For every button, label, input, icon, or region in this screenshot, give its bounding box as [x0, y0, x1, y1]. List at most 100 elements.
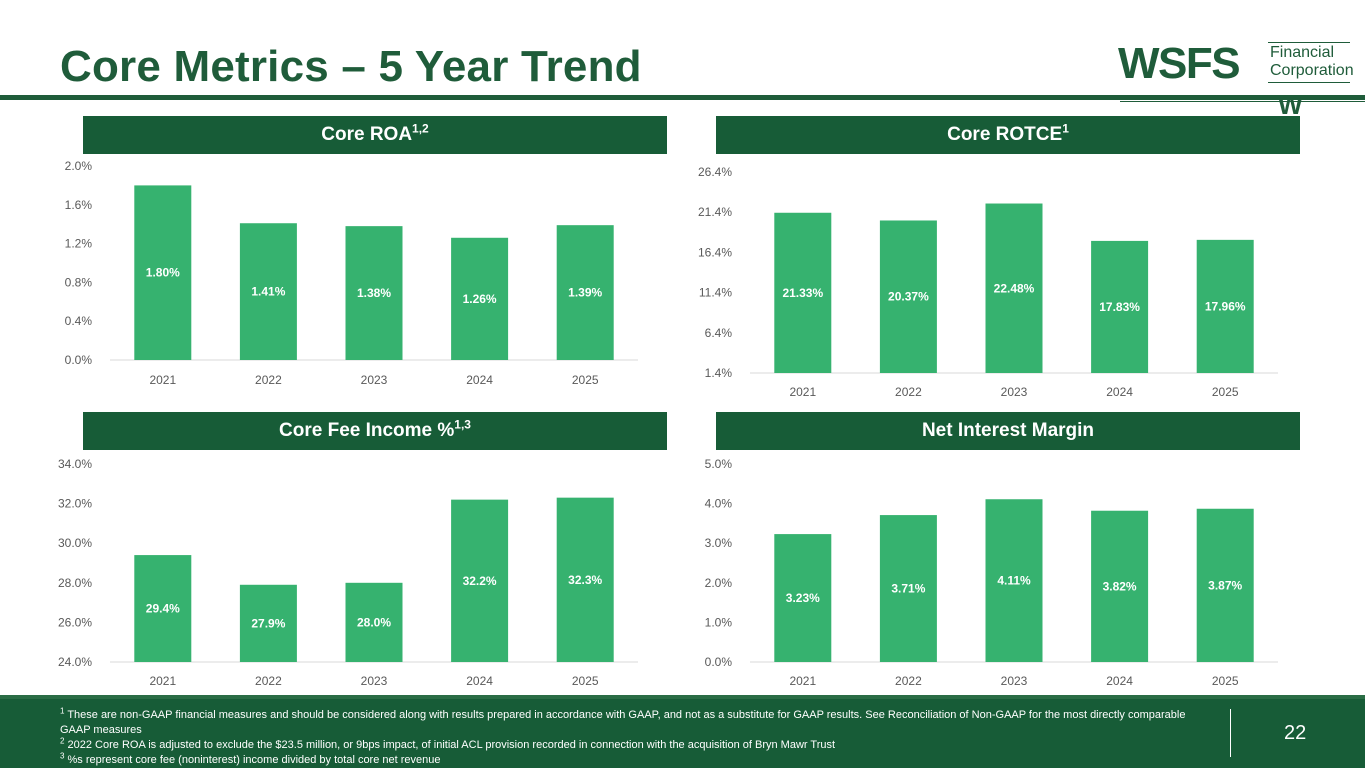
x-tick-label: 2022 [895, 385, 922, 399]
logo-text-line1: Financial [1270, 44, 1335, 61]
data-label: 1.39% [568, 286, 602, 300]
page-number: 22 [1284, 722, 1307, 744]
bar-2024 [1091, 240, 1149, 373]
footnote-text: %s represent core fee (noninterest) inco… [67, 754, 441, 766]
data-label: 4.11% [997, 574, 1031, 588]
y-tick-label: 32.0% [58, 497, 92, 511]
logo-text: Financial Corporation [1270, 44, 1354, 80]
logo-text-line2: Corporation [1270, 62, 1354, 79]
data-label: 21.33% [782, 286, 823, 300]
y-tick-label: 0.4% [65, 314, 93, 328]
y-tick-label: 34.0% [58, 457, 92, 471]
data-label: 1.41% [251, 285, 285, 299]
bar-2022 [879, 515, 937, 662]
x-tick-label: 2024 [1106, 385, 1133, 399]
x-tick-label: 2021 [789, 385, 816, 399]
panel-footnote-ref: 1,2 [412, 121, 429, 136]
bar-2023 [985, 203, 1043, 373]
footer-stripe [0, 695, 1365, 699]
x-tick-label: 2024 [1106, 674, 1133, 688]
page-title: Core Metrics – 5 Year Trend [60, 42, 642, 91]
footnote-text: These are non-GAAP financial measures an… [60, 709, 1186, 736]
bar-2022 [239, 223, 297, 360]
footnote-mark: 3 [60, 751, 65, 761]
x-tick-label: 2023 [361, 373, 388, 387]
x-tick-label: 2021 [149, 373, 176, 387]
y-tick-label: 0.8% [65, 275, 93, 289]
y-tick-label: 3.0% [705, 536, 733, 550]
x-tick-label: 2023 [1001, 385, 1028, 399]
data-label: 17.96% [1205, 299, 1246, 313]
y-tick-label: 1.0% [705, 615, 733, 629]
bar-2023 [345, 582, 403, 662]
footer-bar [0, 695, 1365, 768]
y-tick-label: 26.0% [58, 615, 92, 629]
core-rotce-chart: 1.4% 6.4% 11.4% 16.4% 21.4% 26.4% 21.33% 2021 20… [698, 165, 1278, 399]
bar-2024 [451, 499, 509, 662]
x-tick-label: 2023 [361, 674, 388, 688]
net-interest-margin-chart: 0.0% 1.0% 2.0% 3.0% 4.0% 5.0% 3.23% 2021 3.71% 20… [705, 457, 1278, 688]
data-label: 32.3% [568, 573, 602, 587]
x-tick-label: 2025 [1212, 674, 1239, 688]
panel-header-core-rotce: Core ROTCE1 [716, 116, 1300, 154]
panel-title: Core Fee Income % [279, 420, 455, 441]
footer-divider [1230, 709, 1231, 757]
bar-2021 [774, 212, 832, 373]
y-tick-label: 5.0% [705, 457, 733, 471]
y-tick-label: 21.4% [698, 205, 732, 219]
data-label: 1.38% [357, 286, 391, 300]
data-label: 1.26% [463, 292, 497, 306]
panel-title: Core ROTCE [947, 124, 1063, 145]
footnote-3: 3 %s represent core fee (noninterest) in… [60, 751, 1210, 768]
logo-rule-top [1268, 42, 1350, 43]
bar-2025 [1196, 508, 1254, 662]
y-tick-label: 30.0% [58, 536, 92, 550]
panel-header-core-roa: Core ROA1,2 [83, 116, 667, 154]
logo-rule-bottom [1268, 82, 1350, 83]
y-tick-label: 0.0% [65, 353, 93, 367]
y-tick-label: 1.6% [65, 198, 93, 212]
bar-2022 [879, 220, 937, 373]
data-label: 17.83% [1099, 300, 1140, 314]
y-tick-label: 16.4% [698, 245, 732, 259]
x-tick-label: 2024 [466, 373, 493, 387]
bar-2021 [134, 185, 192, 360]
data-label: 29.4% [146, 602, 180, 616]
x-tick-label: 2022 [255, 373, 282, 387]
bar-2024 [451, 237, 509, 360]
bar-2025 [556, 225, 614, 360]
panel-header-net-interest-margin: Net Interest Margin [716, 412, 1300, 450]
bar-2021 [134, 555, 192, 662]
y-tick-label: 2.0% [705, 576, 733, 590]
y-tick-label: 1.2% [65, 237, 93, 251]
bar-2022 [239, 584, 297, 662]
panel-header-core-fee-income: Core Fee Income %1,3 [83, 412, 667, 450]
y-tick-label: 6.4% [705, 326, 733, 340]
bar-2025 [1196, 239, 1254, 373]
core-roa-chart: 0.0% 0.4% 0.8% 1.2% 1.6% 2.0% 1.80% 2021 1.41% 20… [65, 159, 638, 387]
bar-2023 [345, 226, 403, 360]
core-fee-income-chart: 24.0% 26.0% 28.0% 30.0% 32.0% 34.0% 29.4% 2021 2… [58, 457, 638, 688]
y-tick-label: 24.0% [58, 655, 92, 669]
data-label: 3.87% [1208, 578, 1242, 592]
y-tick-label: 1.4% [705, 366, 733, 380]
footnote-text: 2022 Core ROA is adjusted to exclude the… [67, 739, 836, 751]
data-label: 28.0% [357, 615, 391, 629]
x-tick-label: 2024 [466, 674, 493, 688]
y-tick-label: 4.0% [705, 497, 733, 511]
panel-footnote-ref: 1,3 [454, 417, 471, 432]
company-logo: WSFS Financial Corporation W [1118, 40, 1354, 119]
y-tick-label: 28.0% [58, 576, 92, 590]
bar-2021 [774, 534, 832, 662]
data-label: 1.80% [146, 266, 180, 280]
data-label: 22.48% [994, 281, 1035, 295]
data-label: 27.9% [251, 616, 285, 630]
data-label: 32.2% [463, 574, 497, 588]
x-tick-label: 2022 [255, 674, 282, 688]
x-tick-label: 2025 [572, 674, 599, 688]
y-tick-label: 26.4% [698, 165, 732, 179]
x-tick-label: 2023 [1001, 674, 1028, 688]
data-label: 3.23% [786, 591, 820, 605]
x-tick-label: 2025 [572, 373, 599, 387]
x-tick-label: 2021 [149, 674, 176, 688]
